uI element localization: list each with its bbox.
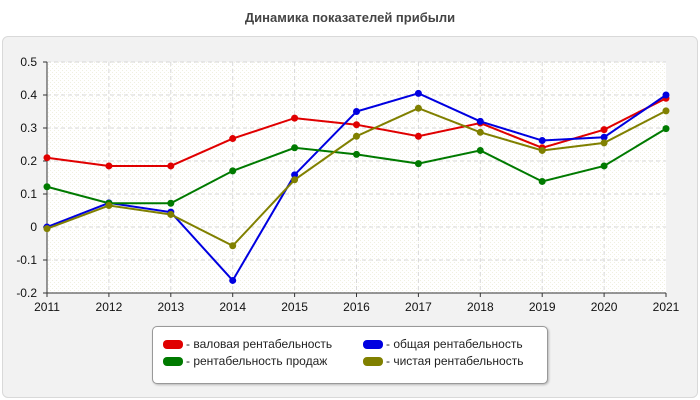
data-point-series-3 xyxy=(600,162,608,170)
y-tick-label: 0.3 xyxy=(20,121,37,135)
legend-label: - валовая рентабельность xyxy=(186,337,333,351)
data-point-series-1 xyxy=(167,162,175,170)
legend-item: - чистая рентабельность xyxy=(363,353,523,369)
data-point-series-1 xyxy=(414,132,422,140)
data-point-series-3 xyxy=(229,167,237,175)
data-point-series-4 xyxy=(476,128,484,136)
data-point-series-1 xyxy=(600,126,608,134)
legend-swatch xyxy=(363,339,383,349)
data-point-series-4 xyxy=(662,107,670,115)
x-tick-label: 2020 xyxy=(591,300,618,314)
data-point-series-4 xyxy=(105,202,113,210)
data-point-series-4 xyxy=(353,132,360,140)
legend-label: - чистая рентабельность xyxy=(386,354,524,368)
y-tick-label: 0.4 xyxy=(20,88,37,102)
x-tick-label: 2016 xyxy=(343,300,370,314)
data-point-series-3 xyxy=(353,150,360,158)
x-tick-label: 2018 xyxy=(467,300,494,314)
legend-swatch xyxy=(163,339,183,349)
legend-swatch xyxy=(163,356,183,366)
data-point-series-4 xyxy=(291,176,299,184)
data-point-series-4 xyxy=(538,146,546,154)
data-point-series-2 xyxy=(600,133,608,141)
x-tick-label: 2019 xyxy=(529,300,556,314)
legend-swatch xyxy=(363,356,383,366)
data-point-series-4 xyxy=(414,104,422,112)
y-tick-label: 0.2 xyxy=(20,154,37,168)
data-point-series-3 xyxy=(291,144,299,152)
data-point-series-3 xyxy=(43,183,51,191)
data-point-series-3 xyxy=(414,160,422,168)
legend-label: - общая рентабельность xyxy=(386,337,523,351)
data-point-series-1 xyxy=(291,114,299,122)
y-tick-label: 0.1 xyxy=(20,187,37,201)
data-point-series-3 xyxy=(538,177,546,185)
data-point-series-2 xyxy=(662,91,670,99)
x-tick-label: 2014 xyxy=(219,300,246,314)
data-point-series-2 xyxy=(414,89,422,97)
legend: - валовая рентабельность - общая рентабел… xyxy=(152,326,548,384)
y-tick-label: 0 xyxy=(30,220,37,234)
data-point-series-1 xyxy=(105,162,113,170)
x-tick-label: 2011 xyxy=(34,300,60,314)
data-point-series-3 xyxy=(476,146,484,154)
data-point-series-3 xyxy=(662,125,670,133)
legend-label: - рентабельность продаж xyxy=(186,354,328,368)
data-point-series-2 xyxy=(229,276,237,284)
x-tick-label: 2013 xyxy=(157,300,184,314)
y-tick-label: -0.2 xyxy=(16,286,37,300)
data-point-series-1 xyxy=(353,121,360,129)
chart-title: Динамика показателей прибыли xyxy=(244,10,456,25)
data-point-series-2 xyxy=(291,171,299,179)
legend-item: - рентабельность продаж xyxy=(163,353,327,369)
data-point-series-3 xyxy=(167,199,175,207)
data-point-series-4 xyxy=(43,225,51,233)
data-point-series-2 xyxy=(353,108,360,115)
data-point-series-1 xyxy=(43,154,51,162)
x-tick-label: 2017 xyxy=(405,300,432,314)
legend-item: - валовая рентабельность xyxy=(163,336,332,352)
data-point-series-2 xyxy=(476,117,484,125)
data-point-series-4 xyxy=(229,242,237,250)
data-point-series-4 xyxy=(167,210,175,218)
legend-item: - общая рентабельность xyxy=(363,336,523,352)
data-point-series-1 xyxy=(229,135,237,143)
y-tick-label: 0.5 xyxy=(20,55,37,69)
data-point-series-4 xyxy=(600,139,608,147)
y-tick-label: -0.1 xyxy=(16,253,37,267)
data-point-series-2 xyxy=(538,137,546,145)
x-tick-label: 2015 xyxy=(281,300,308,314)
x-tick-label: 2012 xyxy=(96,300,123,314)
x-tick-label: 2021 xyxy=(653,300,680,314)
